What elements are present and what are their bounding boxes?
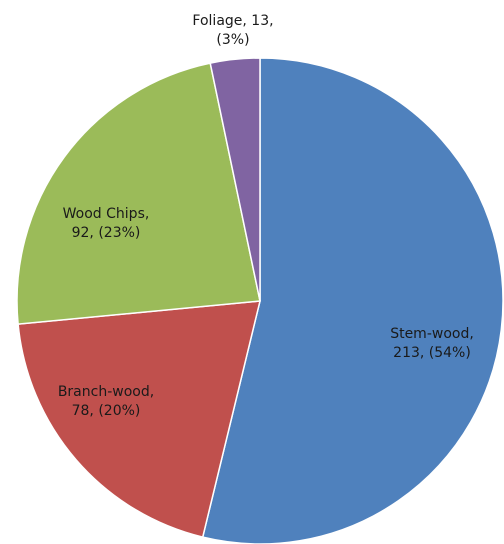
data-label-branch-wood: Branch-wood, 78, (20%) (58, 384, 154, 419)
data-label-line: 213, (54%) (393, 345, 471, 361)
data-label-stem-wood: Stem-wood, 213, (54%) (390, 326, 474, 361)
data-label-line: 92, (23%) (72, 225, 141, 241)
data-label-line: (3%) (216, 32, 249, 48)
pie-slice-stem-wood (201, 57, 504, 544)
pie-slice-foliage (209, 57, 261, 302)
data-label-line: Wood Chips, (63, 206, 150, 222)
data-label-line: 78, (20%) (72, 403, 141, 419)
data-label-foliage: Foliage, 13, (3%) (192, 13, 273, 48)
data-label-line: Branch-wood, (58, 384, 154, 400)
data-label-wood-chips: Wood Chips, 92, (23%) (63, 206, 150, 241)
pie-slice-branch-wood (17, 300, 261, 539)
pie-slices (16, 57, 504, 544)
data-label-line: Stem-wood, (390, 326, 474, 342)
data-label-line: Foliage, 13, (192, 13, 273, 29)
data-labels: Stem-wood, 213, (54%) Branch-wood, 78, (20%… (58, 13, 474, 419)
pie-slice-wood-chips (16, 62, 261, 325)
